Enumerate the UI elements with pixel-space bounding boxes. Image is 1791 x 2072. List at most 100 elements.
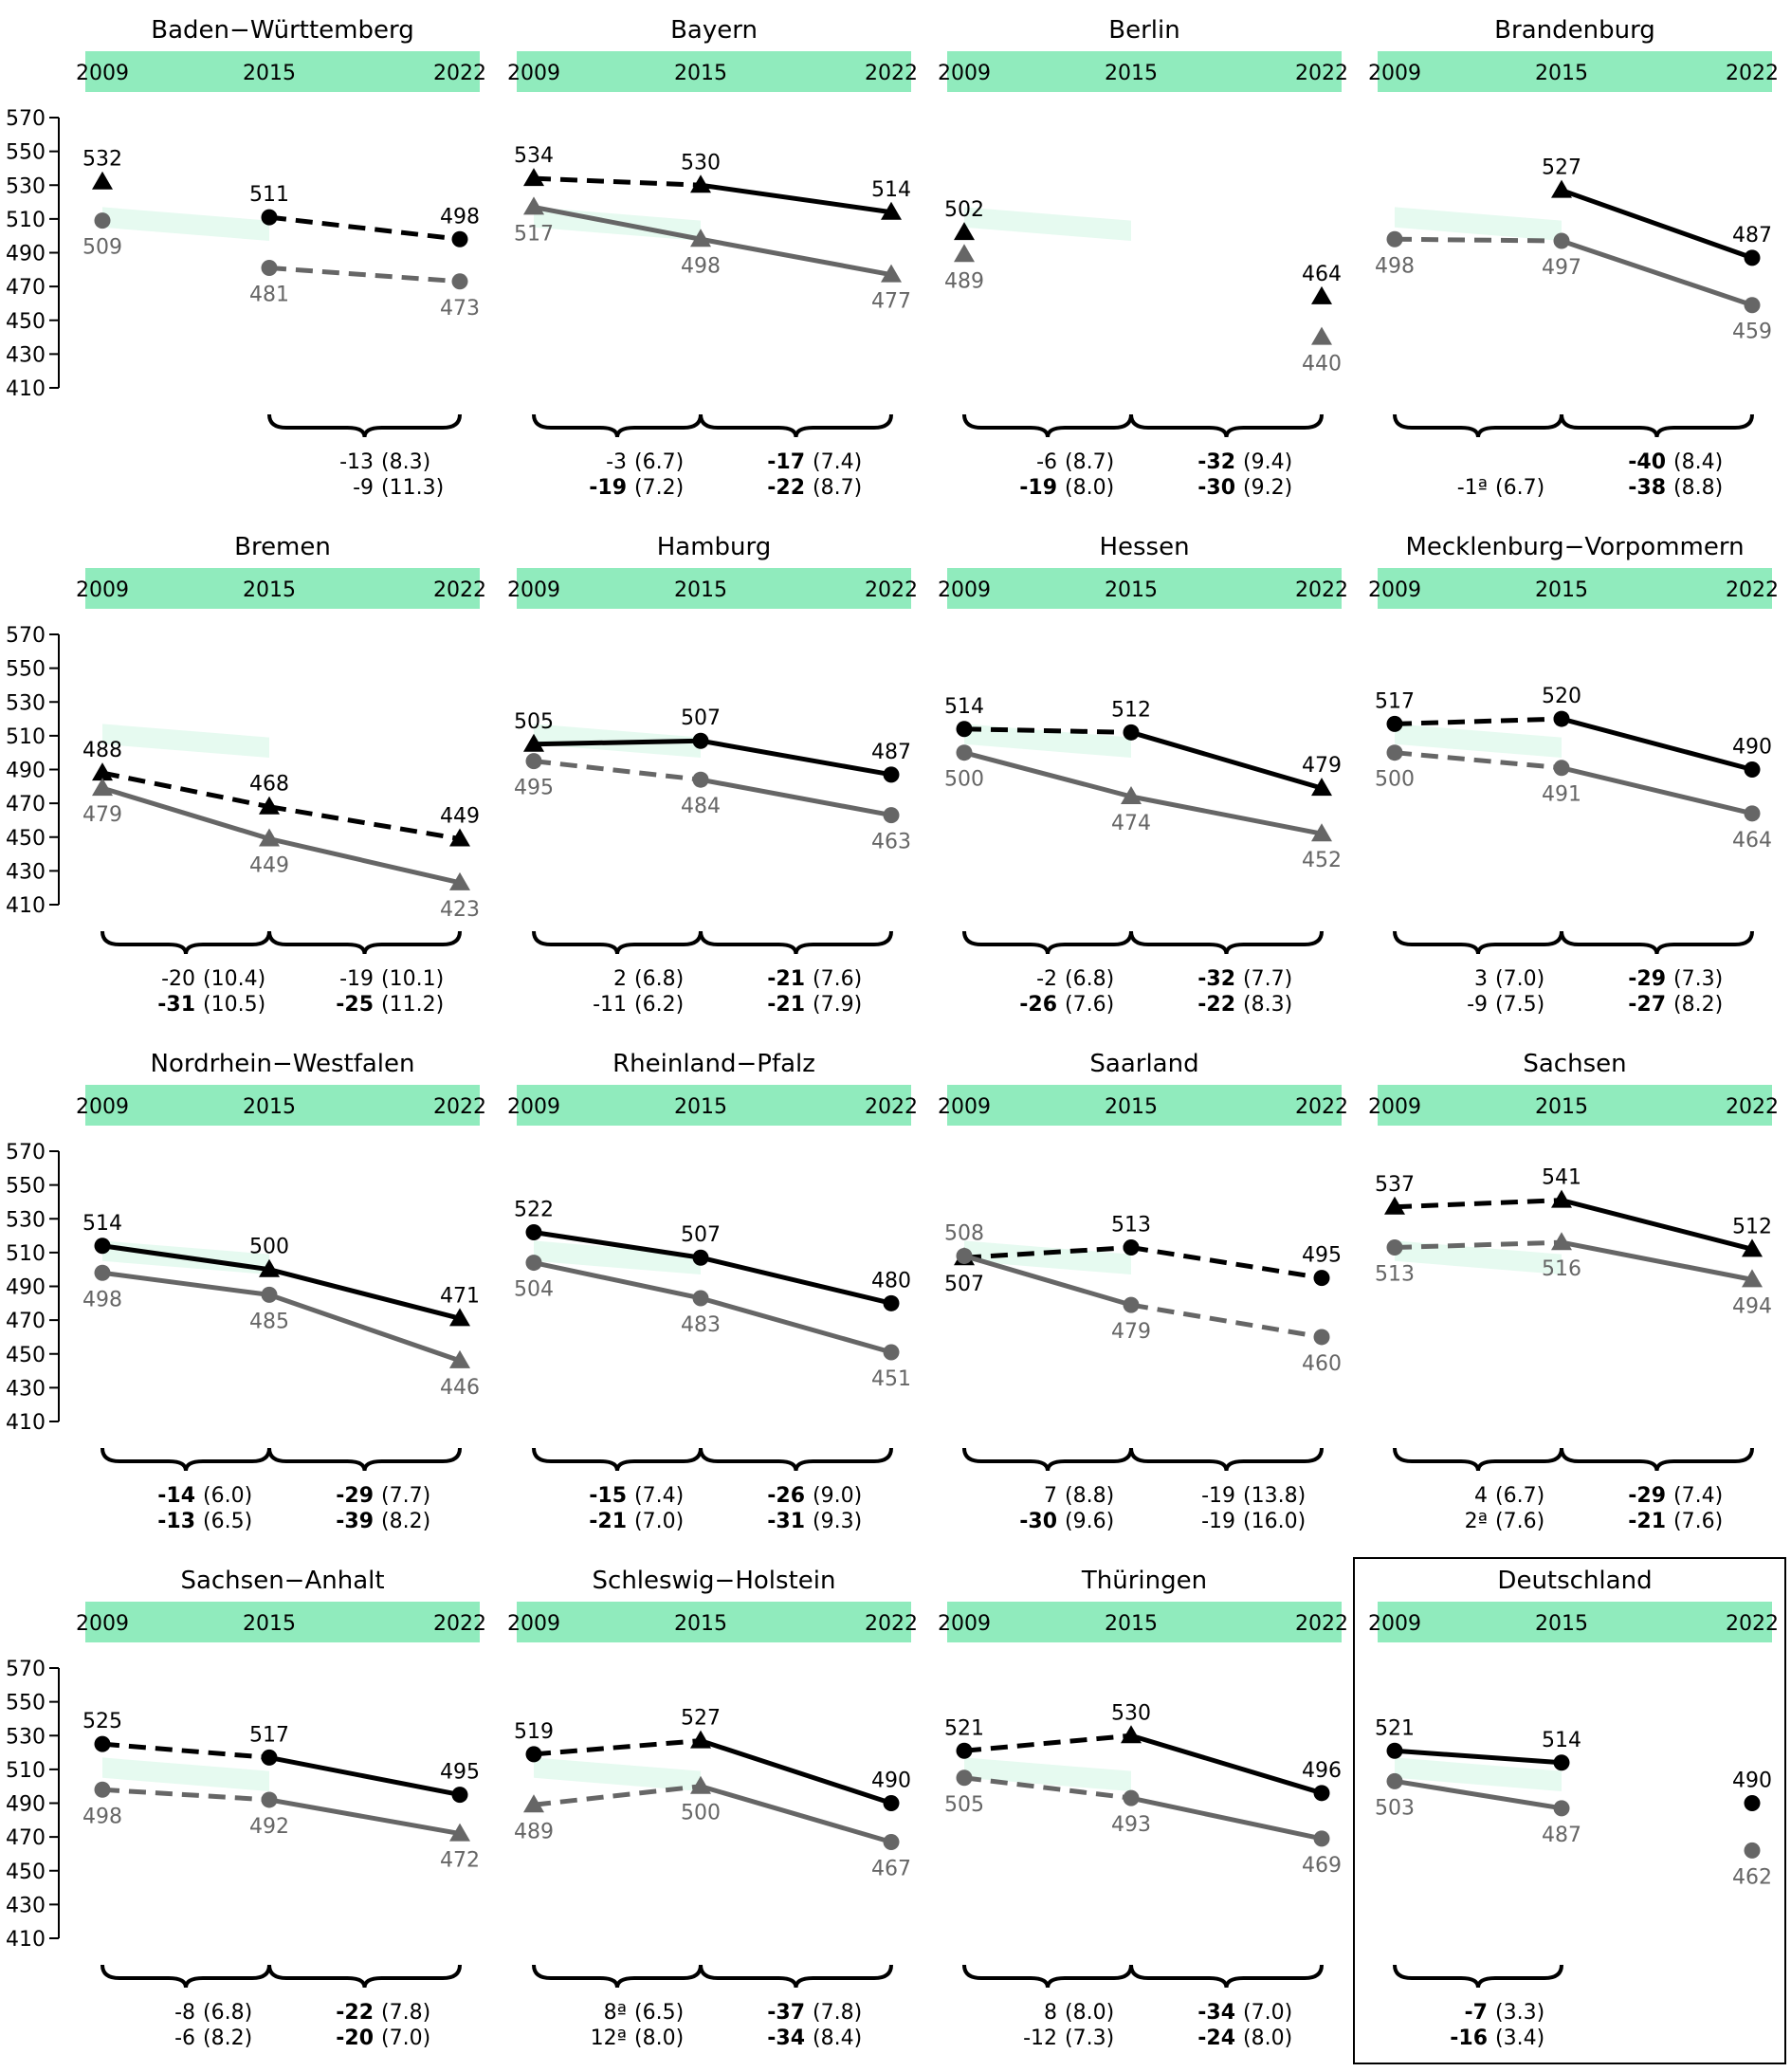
panel-3: Berlin 2009 2015 2022 502 464 489 440 -6 (8.7) -19… [938,16,1348,500]
diff-se: (8.7) [1065,450,1114,474]
data-point-circle [94,212,111,229]
diff-se: (8.2) [381,1510,430,1533]
data-label: 423 [440,898,480,922]
data-point-circle [1386,1742,1403,1759]
bracket [532,1964,703,1989]
data-label: 525 [82,1710,122,1733]
year-label: 2022 [1726,62,1779,85]
y-tick-label: 410 [6,1928,46,1952]
data-point-triangle [1121,786,1142,804]
data-label: 517 [514,222,554,246]
data-label: 473 [440,297,480,321]
diff-se: (8.0) [1065,2001,1114,2025]
data-point-triangle [1311,326,1332,345]
series-line [1394,1198,1563,1210]
data-label: 498 [82,1288,122,1311]
year-header [85,51,480,92]
data-point-circle [692,771,709,788]
series-line [533,175,702,188]
series-line [1394,1778,1563,1811]
data-point-circle [1313,1830,1330,1847]
diff-se: (8.8) [1065,1484,1114,1508]
data-label: 516 [1542,1257,1581,1281]
series-line [533,1260,702,1301]
year-label: 2015 [1535,1095,1588,1119]
data-label: 491 [1542,783,1581,807]
year-header [947,568,1342,609]
year-label: 2009 [76,578,129,602]
data-label: 490 [1732,1769,1772,1793]
data-point-circle [94,1735,111,1752]
diff-se: (7.6) [813,967,862,991]
data-point-triangle [449,828,470,847]
year-header [947,1602,1342,1642]
diff-se: (6.8) [1065,967,1114,991]
year-label: 2015 [1105,578,1158,602]
diff-value: -34 [1197,2001,1235,2025]
data-label: 462 [1732,1865,1772,1889]
data-label: 509 [82,236,122,260]
y-tick-label: 410 [6,894,46,918]
data-label: 485 [249,1310,289,1333]
y-tick-label: 530 [6,1208,46,1232]
bracket [101,930,271,955]
diff-value: -16 [1450,2026,1488,2050]
data-point-circle [692,732,709,749]
year-label: 2009 [1368,1095,1421,1119]
diff-se: (7.0) [1243,2001,1292,2025]
diff-value: -30 [1019,1510,1057,1533]
data-point-triangle [449,871,470,890]
data-point-circle [1123,1239,1140,1256]
diff-se: (8.8) [1673,476,1723,500]
series-line [1130,794,1323,836]
year-label: 2022 [865,1095,918,1119]
y-tick-label: 430 [6,1377,46,1401]
diff-value: -40 [1628,450,1666,474]
year-header [1378,1602,1772,1642]
series-line [1130,1245,1323,1281]
data-point-circle [883,1795,900,1811]
series-line [1394,716,1563,726]
data-point-circle [1123,1789,1140,1806]
reference-band [964,207,1131,242]
panel-5: Bremen 2009 2015 2022 488 468 449 479 449 423 -20 (… [76,533,486,1017]
diff-se: (7.5) [1495,993,1544,1017]
bracket [1129,930,1324,955]
series-line [1394,1239,1563,1251]
data-label: 449 [440,805,480,829]
y-tick-label: 470 [6,793,46,816]
y-tick-label: 570 [6,1658,46,1681]
data-point-triangle [881,264,902,283]
diff-value: -12 [1023,2026,1057,2050]
bracket [267,1447,462,1472]
series-line [1130,1795,1323,1842]
year-header [1378,51,1772,92]
bracket [1560,1447,1754,1472]
y-tick-label: 450 [6,1344,46,1367]
data-label: 498 [440,205,480,229]
data-label: 507 [944,1273,984,1296]
data-point-triangle [690,229,711,248]
year-label: 2022 [1295,62,1348,85]
series-line [101,1787,270,1803]
data-label: 449 [249,854,289,878]
data-point-circle [1744,1842,1761,1859]
data-point-circle [94,1238,111,1255]
diff-value: 3 [1474,967,1488,991]
diff-value: -26 [767,1484,805,1508]
panel-title: Bayern [670,16,758,45]
diff-value: -22 [336,2001,374,2025]
diff-se: (6.5) [634,2001,684,2025]
data-label: 511 [249,183,289,207]
data-point-triangle [1742,1269,1763,1288]
data-point-triangle [1384,1196,1405,1215]
series-line [268,1797,461,1837]
diff-se: (3.4) [1495,2026,1544,2050]
diff-se: (7.4) [1673,1484,1723,1508]
series-line [533,1738,702,1757]
data-point-triangle [1121,1725,1142,1744]
diff-se: (6.7) [1495,476,1544,500]
year-label: 2015 [243,1612,296,1636]
reference-band [1395,724,1562,759]
panel-13: Sachsen−Anhalt 2009 2015 2022 525 517 495 498 49… [76,1567,486,2050]
